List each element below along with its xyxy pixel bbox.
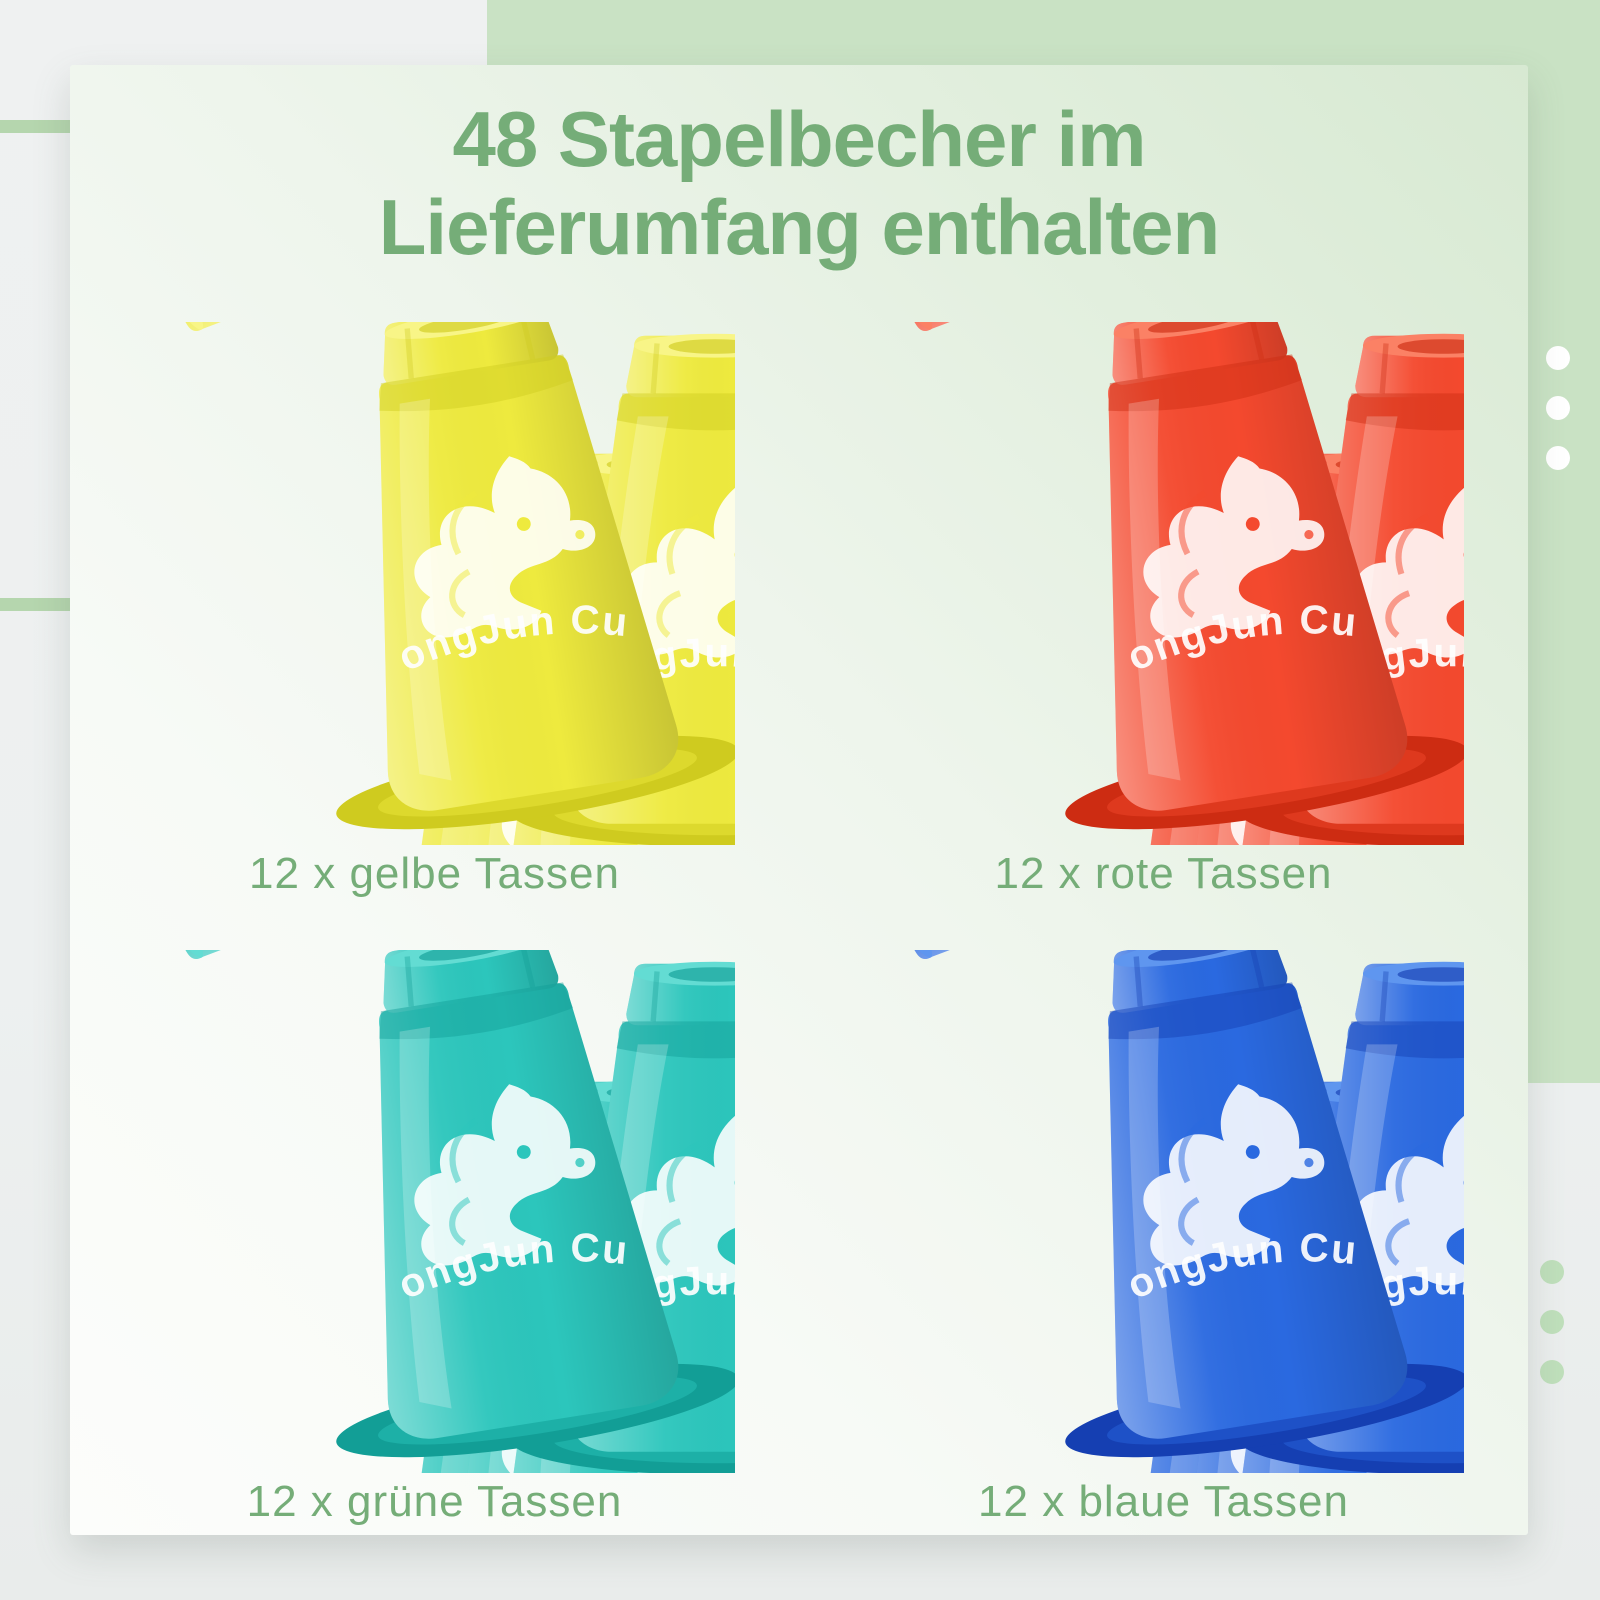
title-line-1: 48 Stapelbecher im	[452, 95, 1147, 183]
decorative-dots-white	[1546, 346, 1570, 470]
product-card: 48 Stapelbecher im Lieferumfang enthalte…	[70, 65, 1528, 1535]
yellow-cup-stack-image	[135, 322, 735, 845]
dot-icon	[1546, 346, 1570, 370]
decorative-dots-green	[1540, 1260, 1564, 1384]
cup-color-grid: 12 x gelbe Tassen 12 x rote Tassen 12 x …	[70, 279, 1528, 1535]
quadrant-yellow-cups: 12 x gelbe Tassen	[70, 279, 799, 907]
caption-blue-cups: 12 x blaue Tassen	[978, 1477, 1349, 1526]
quadrant-red-cups: 12 x rote Tassen	[799, 279, 1528, 907]
caption-green-cups: 12 x grüne Tassen	[246, 1477, 623, 1526]
dot-icon	[1546, 446, 1570, 470]
green-cup-stack-image	[135, 950, 735, 1473]
dot-icon	[1546, 396, 1570, 420]
title-line-2: Lieferumfang enthalten	[378, 183, 1220, 272]
quadrant-blue-cups: 12 x blaue Tassen	[799, 907, 1528, 1535]
caption-red-cups: 12 x rote Tassen	[994, 849, 1333, 898]
dot-icon	[1540, 1360, 1564, 1384]
dot-icon	[1540, 1310, 1564, 1334]
accent-line-middle-left	[0, 598, 70, 611]
accent-line-top-left	[0, 120, 70, 133]
blue-cup-stack-image	[864, 950, 1464, 1473]
dot-icon	[1540, 1260, 1564, 1284]
caption-yellow-cups: 12 x gelbe Tassen	[249, 849, 620, 898]
red-cup-stack-image	[864, 322, 1464, 845]
page-title: 48 Stapelbecher im Lieferumfang enthalte…	[90, 95, 1508, 271]
quadrant-green-cups: 12 x grüne Tassen	[70, 907, 799, 1535]
